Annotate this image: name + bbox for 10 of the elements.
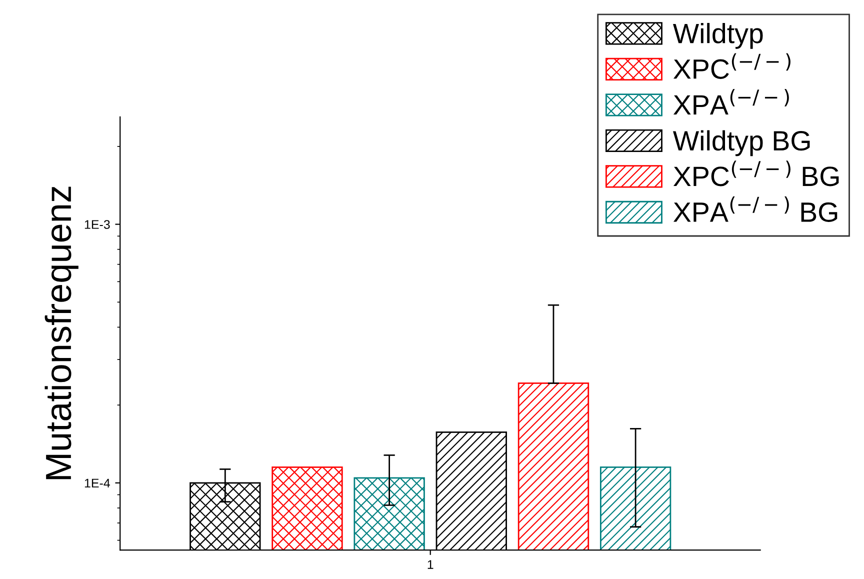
legend-label: XPC$^{(−/−)}$ — [673, 53, 790, 79]
legend-label: XPA$^{(−/−)}$ — [673, 89, 789, 114]
y-tick-label: 1E-4 — [84, 478, 110, 488]
legend-label: Wildtyp — [672, 22, 763, 49]
y-tick-label: 1E-3 — [84, 220, 110, 229]
x-tick-label: 1 — [428, 560, 434, 569]
y-axis-title: Mutationsfrequenz — [44, 186, 78, 480]
legend-label: Wildtyp BG — [672, 130, 810, 156]
legend-label: XPA$^{(−/−)}$ BG — [673, 196, 838, 222]
legend-label: XPC$^{(−/−)}$ BG — [673, 160, 839, 186]
